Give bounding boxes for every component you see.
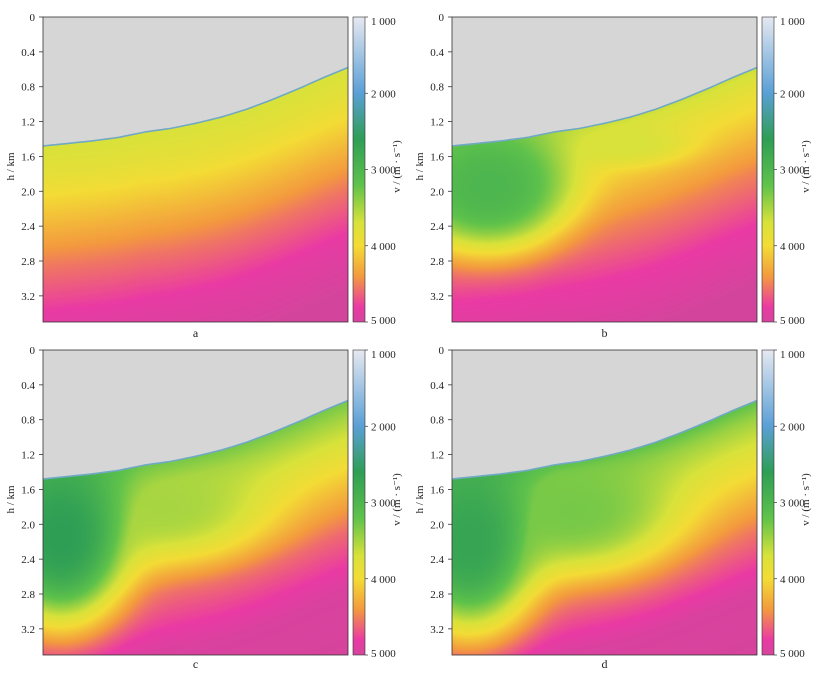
plot-frame	[451, 349, 758, 656]
y-tick-label: 2.4	[21, 554, 35, 566]
colorbar	[761, 16, 775, 323]
colorbar-tick-label: 1 000	[371, 349, 396, 361]
y-tick-label: 0	[439, 345, 445, 357]
colorbar-label: v / (m · s⁻¹)	[391, 473, 403, 526]
panel-d: 0 0.4 0.8 1.2 1.6 2.0 2.4 2.8 3.2 h / km 1 000 2 00…	[414, 345, 812, 671]
colorbar	[352, 16, 366, 323]
velocity-field	[452, 350, 757, 655]
colorbar-tick-label: 5 000	[371, 315, 396, 327]
colorbar-tick-label: 2 000	[371, 421, 396, 433]
y-tick-label: 0	[30, 345, 36, 357]
y-tick-label: 0.8	[430, 415, 444, 427]
y-axis-label: h / km	[5, 152, 17, 181]
y-axis-label: h / km	[414, 152, 426, 181]
y-tick-label: 0.4	[430, 47, 444, 59]
y-tick-label: 3.2	[430, 624, 444, 636]
colorbar-tick-label: 3 000	[780, 498, 805, 510]
colorbar-label: v / (m · s⁻¹)	[800, 473, 812, 526]
panel-label: c	[193, 657, 198, 671]
y-tick-label: 2.4	[430, 554, 444, 566]
y-tick-label: 2.0	[21, 186, 35, 198]
colorbar-tick-label: 4 000	[780, 241, 805, 253]
panel-label: d	[602, 657, 608, 671]
colorbar-tick-label: 1 000	[780, 349, 805, 361]
y-tick-label: 1.6	[21, 484, 35, 496]
colorbar-tick-label: 1 000	[780, 16, 805, 28]
y-tick-label: 1.6	[430, 151, 444, 163]
y-tick-label: 0.4	[430, 380, 444, 392]
colorbar-tick-label: 4 000	[371, 241, 396, 253]
y-tick-label: 2.0	[430, 519, 444, 531]
seafloor-line	[43, 399, 348, 480]
colorbar-tick-label: 2 000	[780, 421, 805, 433]
colorbar	[352, 349, 366, 656]
colorbar-tick-label: 1 000	[371, 16, 396, 28]
colorbar	[761, 349, 775, 656]
y-tick-label: 0.8	[21, 82, 35, 94]
colorbar-tick-label: 3 000	[780, 165, 805, 177]
y-tick-label: 2.8	[21, 256, 35, 268]
velocity-field	[43, 17, 348, 322]
plot-frame	[42, 349, 349, 656]
y-axis-label: h / km	[5, 485, 17, 514]
y-tick-label: 3.2	[21, 291, 35, 303]
y-tick-label: 1.6	[21, 151, 35, 163]
y-tick-label: 2.0	[430, 186, 444, 198]
y-tick-label: 1.2	[21, 450, 35, 462]
seafloor-line	[452, 399, 757, 480]
colorbar-tick-label: 5 000	[780, 648, 805, 660]
y-tick-label: 1.6	[430, 484, 444, 496]
y-tick-label: 2.0	[21, 519, 35, 531]
plot-frame	[42, 16, 349, 323]
colorbar-tick-label: 3 000	[371, 498, 396, 510]
y-tick-label: 1.2	[430, 117, 444, 129]
panel-label: a	[193, 326, 199, 340]
colorbar-label: v / (m · s⁻¹)	[800, 140, 812, 193]
y-tick-label: 0.8	[430, 82, 444, 94]
panel-a: 0 0.4 0.8 1.2 1.6 2.0 2.4 2.8 3.2 h / km 1 000 2 00…	[5, 12, 403, 340]
colorbar-tick-label: 5 000	[780, 315, 805, 327]
velocity-field	[452, 17, 757, 322]
y-tick-label: 2.4	[430, 221, 444, 233]
colorbar-tick-label: 4 000	[780, 574, 805, 586]
y-tick-label: 2.4	[21, 221, 35, 233]
y-tick-label: 0.4	[21, 380, 35, 392]
y-tick-label: 2.8	[430, 589, 444, 601]
y-tick-label: 0	[30, 12, 36, 24]
seafloor-line	[43, 66, 348, 147]
panel-b: 0 0.4 0.8 1.2 1.6 2.0 2.4 2.8 3.2 h / km 1 000 2 00…	[414, 12, 812, 340]
y-tick-label: 3.2	[21, 624, 35, 636]
y-tick-label: 0.8	[21, 415, 35, 427]
y-tick-label: 2.8	[430, 256, 444, 268]
y-tick-label: 1.2	[430, 450, 444, 462]
colorbar-tick-label: 3 000	[371, 165, 396, 177]
colorbar-tick-label: 2 000	[371, 88, 396, 100]
y-tick-label: 2.8	[21, 589, 35, 601]
y-tick-label: 3.2	[430, 291, 444, 303]
plot-frame	[451, 16, 758, 323]
colorbar-tick-label: 5 000	[371, 648, 396, 660]
y-tick-label: 0.4	[21, 47, 35, 59]
velocity-field	[43, 350, 348, 655]
y-tick-label: 0	[439, 12, 445, 24]
colorbar-tick-label: 2 000	[780, 88, 805, 100]
seafloor-line	[452, 66, 757, 147]
y-axis-label: h / km	[414, 485, 426, 514]
panel-label: b	[602, 326, 608, 340]
y-tick-label: 1.2	[21, 117, 35, 129]
colorbar-label: v / (m · s⁻¹)	[391, 140, 403, 193]
panel-c: 0 0.4 0.8 1.2 1.6 2.0 2.4 2.8 3.2 h / km 1 000 2 00…	[5, 345, 403, 671]
colorbar-tick-label: 4 000	[371, 574, 396, 586]
